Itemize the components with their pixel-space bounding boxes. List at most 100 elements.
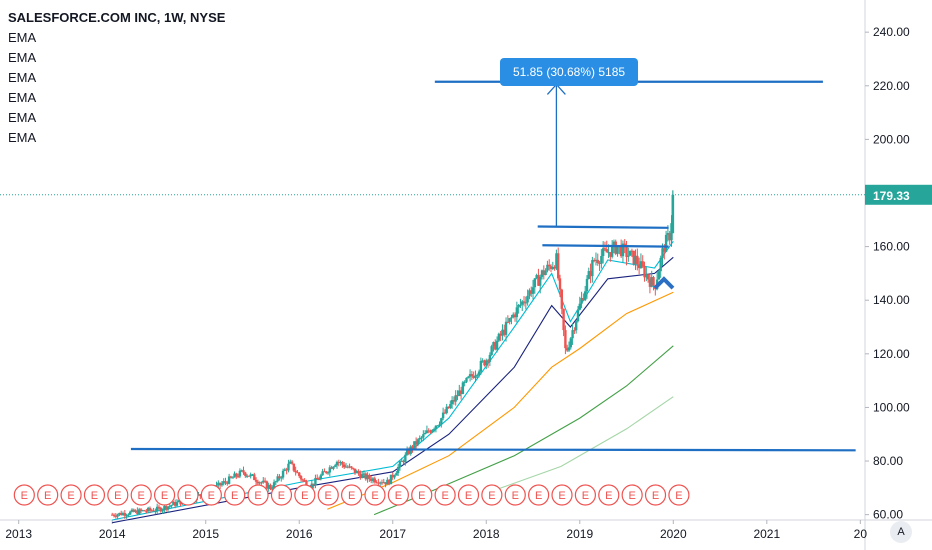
candle-body (580, 298, 583, 304)
candle-body (159, 507, 162, 512)
ema-line-5 (486, 396, 674, 494)
candle-body (454, 395, 457, 402)
candle-body (289, 461, 292, 464)
candle-body (449, 404, 452, 409)
candle-body (636, 255, 639, 265)
candle-body (263, 480, 267, 482)
earnings-marker (224, 484, 246, 506)
candle-body (364, 473, 367, 480)
ema-line-2 (112, 256, 674, 524)
ema-indicator-1[interactable]: EMA (8, 30, 37, 45)
earnings-marker (247, 484, 269, 506)
candle-body (418, 438, 421, 440)
candle-body (610, 245, 614, 257)
candle-body (537, 275, 540, 286)
candle-body (490, 346, 493, 355)
candle-body (501, 329, 504, 336)
candle-body (314, 477, 317, 486)
candle-body (504, 321, 508, 335)
candle-body (136, 510, 139, 515)
candle-body (639, 261, 643, 269)
candle-body (605, 249, 608, 253)
symbol-title[interactable]: SALESFORCE.COM INC, 1W, NYSE (8, 10, 226, 25)
earnings-marker (551, 484, 573, 506)
candle-body (177, 500, 180, 503)
candle-body (474, 375, 477, 378)
y-tick-label: 100.00 (873, 400, 910, 414)
candle-body (594, 259, 598, 261)
candle-body (360, 474, 364, 479)
last-price-label: 179.33 (873, 189, 910, 203)
candle-body (384, 482, 387, 485)
earnings-marker (60, 484, 82, 506)
candle-body (163, 506, 166, 510)
candle-body (310, 483, 314, 490)
candle-body (591, 260, 594, 277)
earnings-marker (153, 484, 176, 506)
candle-body (472, 375, 475, 378)
candle-body (506, 321, 510, 323)
candle-body (148, 507, 152, 511)
measure-label[interactable]: 51.85 (30.68%) 5185 (500, 58, 638, 86)
candle-body (663, 248, 666, 252)
earnings-marker-label: E (441, 490, 448, 502)
candle-body (539, 276, 542, 286)
candle-body (456, 395, 459, 397)
ema-indicator-3[interactable]: EMA (8, 70, 37, 85)
candle-body (166, 506, 170, 510)
candle-body (650, 277, 653, 287)
earnings-marker-label: E (138, 490, 145, 502)
candle-body (564, 330, 567, 349)
ema-indicator-2[interactable]: EMA (8, 50, 37, 65)
y-tick-label: 160.00 (873, 240, 910, 254)
candle-body (621, 243, 625, 257)
ema-indicator-6[interactable]: EMA (8, 130, 37, 145)
candle-body (592, 260, 596, 262)
candle-body (227, 476, 231, 484)
candle-body (431, 429, 434, 433)
candle-body (377, 482, 380, 484)
candle-body (130, 509, 134, 512)
earnings-marker-label: E (44, 490, 51, 502)
candle-body (609, 252, 612, 257)
y-tick-label: 240.00 (873, 25, 910, 39)
candle-body (619, 245, 623, 257)
earnings-marker (411, 484, 433, 506)
candle-body (411, 446, 414, 449)
earnings-marker (387, 484, 409, 506)
candle-body (476, 374, 479, 376)
earnings-marker (37, 484, 59, 506)
candle-body (596, 259, 599, 263)
candle-body (362, 473, 366, 475)
ema-indicator-5[interactable]: EMA (8, 110, 37, 125)
candle-body (420, 437, 423, 439)
candle-body (132, 509, 135, 512)
trend-line-3 (537, 225, 669, 229)
candle-body (134, 510, 137, 512)
candle-body (645, 274, 648, 278)
candle-body (427, 430, 430, 432)
candle-body (526, 295, 529, 303)
earnings-marker-label: E (465, 490, 472, 502)
candle-body (519, 304, 522, 306)
candle-body (303, 479, 306, 482)
ema-indicator-4[interactable]: EMA (8, 90, 37, 105)
candle-body (495, 340, 499, 350)
candle-body (323, 471, 326, 473)
earnings-marker-label: E (91, 490, 98, 502)
candle-body (368, 474, 371, 479)
candle-body (231, 477, 234, 479)
earnings-marker-label: E (161, 490, 168, 502)
candle-body (652, 277, 655, 286)
x-tick-label: 2018 (473, 527, 500, 541)
auto-scale-button[interactable]: A (890, 521, 912, 543)
candle-body (503, 329, 506, 335)
candle-body (628, 250, 632, 256)
candle-body (445, 406, 448, 414)
candle-body (355, 470, 358, 474)
candle-body (670, 223, 673, 241)
candle-body (294, 470, 297, 473)
candle-body (440, 418, 443, 425)
candle-body (395, 473, 398, 476)
